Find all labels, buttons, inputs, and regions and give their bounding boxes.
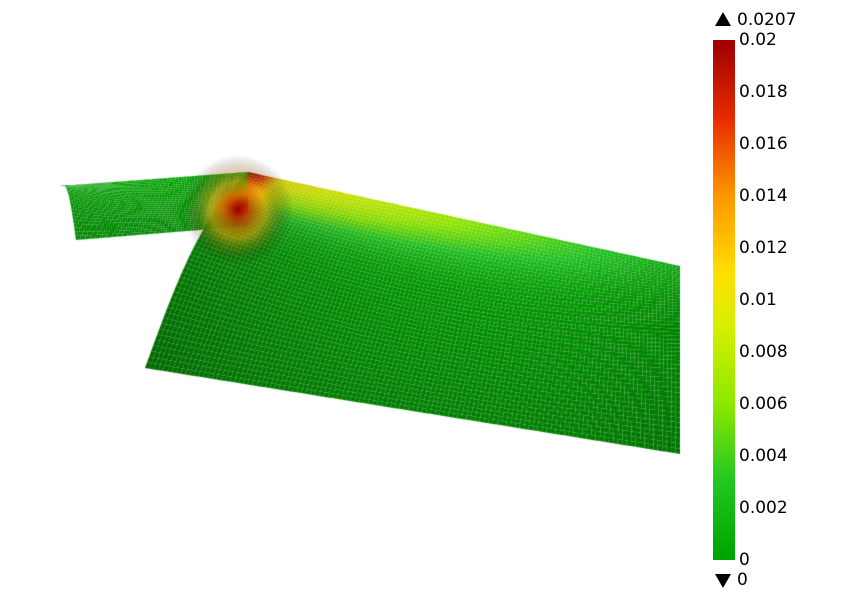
color-legend: 0.0207 0.02 0.018 0.016 0.014 0.012 0.01 0.008…	[707, 10, 847, 590]
legend-min-label: 0	[737, 570, 748, 590]
legend-tick: 0.02	[739, 30, 777, 50]
legend-tick: 0.018	[739, 82, 788, 102]
legend-tick: 0	[739, 550, 750, 570]
legend-tick: 0.006	[739, 394, 788, 414]
legend-max-label: 0.0207	[737, 10, 796, 30]
triangle-up-icon	[715, 12, 731, 26]
legend-tick: 0.012	[739, 238, 788, 258]
legend-tick: 0.004	[739, 446, 788, 466]
legend-tick: 0.01	[739, 290, 777, 310]
legend-tick: 0.016	[739, 134, 788, 154]
legend-tick: 0.014	[739, 186, 788, 206]
legend-tick: 0.008	[739, 342, 788, 362]
legend-tick: 0.002	[739, 498, 788, 518]
triangle-down-icon	[715, 574, 731, 588]
colorbar	[713, 40, 735, 560]
